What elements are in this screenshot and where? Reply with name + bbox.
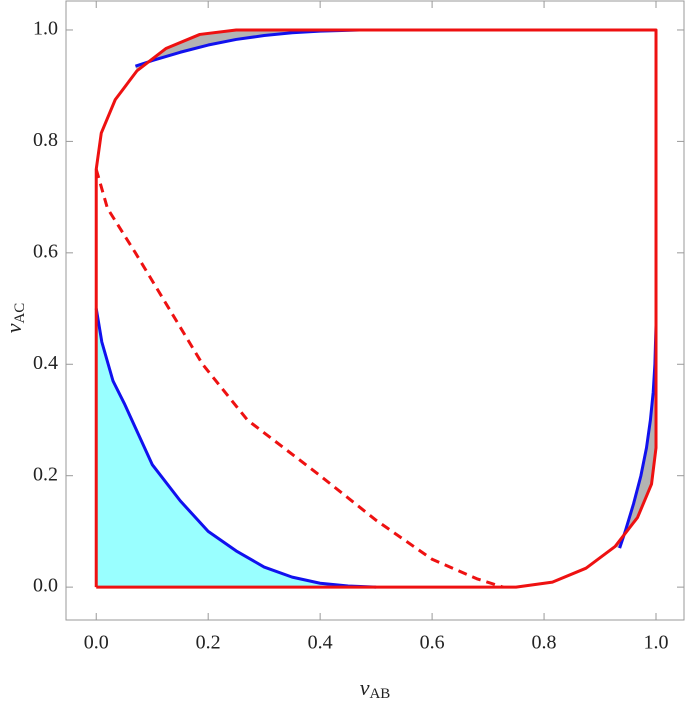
filled-region xyxy=(135,29,360,71)
curve xyxy=(94,28,658,589)
filled-region xyxy=(615,325,657,549)
y-label-sub: AC xyxy=(12,303,28,324)
y-label-base: v xyxy=(1,323,26,333)
x-tick-label: 0.8 xyxy=(532,632,557,654)
filled-region xyxy=(96,308,377,588)
x-tick-label: 0.4 xyxy=(308,632,333,654)
x-tick-label: 1.0 xyxy=(644,632,669,654)
x-tick-label: 0.2 xyxy=(196,632,221,654)
y-tick-label: 0.6 xyxy=(33,240,58,262)
x-label-sub: AB xyxy=(369,686,390,702)
y-tick-label: 1.0 xyxy=(33,18,58,40)
frame xyxy=(65,0,685,621)
y-axis-label: vAC xyxy=(1,303,28,334)
curve xyxy=(618,325,658,549)
x-axis-label: vAB xyxy=(360,675,391,702)
x-tick-label: 0.0 xyxy=(84,632,109,654)
curve xyxy=(134,28,360,68)
curve xyxy=(94,168,504,589)
curve xyxy=(94,308,377,589)
y-tick-label: 0.2 xyxy=(33,463,58,485)
y-tick-label: 0.8 xyxy=(33,129,58,151)
x-tick-label: 0.6 xyxy=(420,632,445,654)
y-tick-label: 0.0 xyxy=(33,575,58,597)
y-tick-label: 0.4 xyxy=(33,352,58,374)
x-label-base: v xyxy=(360,675,370,700)
